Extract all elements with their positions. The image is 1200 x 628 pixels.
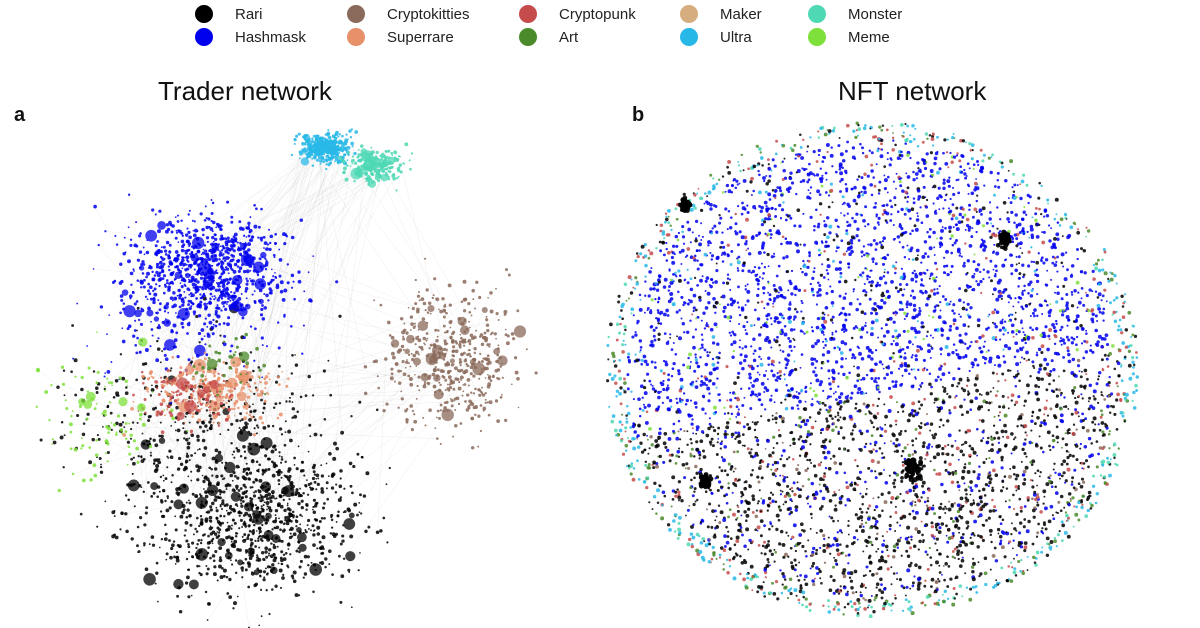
legend-swatch [519, 5, 537, 23]
legend-label: Cryptopunk [559, 5, 636, 23]
legend-label: Ultra [720, 28, 752, 46]
legend-swatch [680, 5, 698, 23]
legend-swatch [195, 28, 213, 46]
legend-item-rari: Rari [195, 3, 263, 25]
legend-swatch [347, 5, 365, 23]
legend-item-ultra: Ultra [680, 26, 752, 48]
panel-b-title: NFT network [838, 76, 987, 106]
legend-item-art: Art [519, 26, 578, 48]
legend-item-hashmask: Hashmask [195, 26, 306, 48]
trader-network-graph [35, 128, 538, 628]
legend-swatch [195, 5, 213, 23]
legend-swatch [519, 28, 537, 46]
legend-item-maker: Maker [680, 3, 762, 25]
nft-network-graph [606, 121, 1140, 619]
legend-item-meme: Meme [808, 26, 890, 48]
legend-label: Maker [720, 5, 762, 23]
panel-a-letter: a [14, 104, 26, 126]
legend-item-cryptopunk: Cryptopunk [519, 3, 636, 25]
legend-label: Hashmask [235, 28, 306, 46]
legend-label: Cryptokitties [387, 5, 470, 23]
legend-label: Meme [848, 28, 890, 46]
legend-label: Rari [235, 5, 263, 23]
legend-label: Superrare [387, 28, 454, 46]
legend-item-superrare: Superrare [347, 26, 454, 48]
legend-label: Art [559, 28, 579, 46]
panel-a-title: Trader network [158, 76, 332, 106]
panel-b-letter: b [632, 104, 645, 126]
legend-item-monster: Monster [808, 3, 902, 25]
legend-swatch [680, 28, 698, 46]
legend-label: Monster [848, 5, 903, 23]
legend: Rari Hashmask Cryptokitties Superrare Cr… [0, 0, 1200, 60]
legend-swatch [347, 28, 365, 46]
legend-item-cryptokitties: Cryptokitties [347, 3, 470, 25]
legend-swatch [808, 28, 826, 46]
legend-swatch [808, 5, 826, 23]
